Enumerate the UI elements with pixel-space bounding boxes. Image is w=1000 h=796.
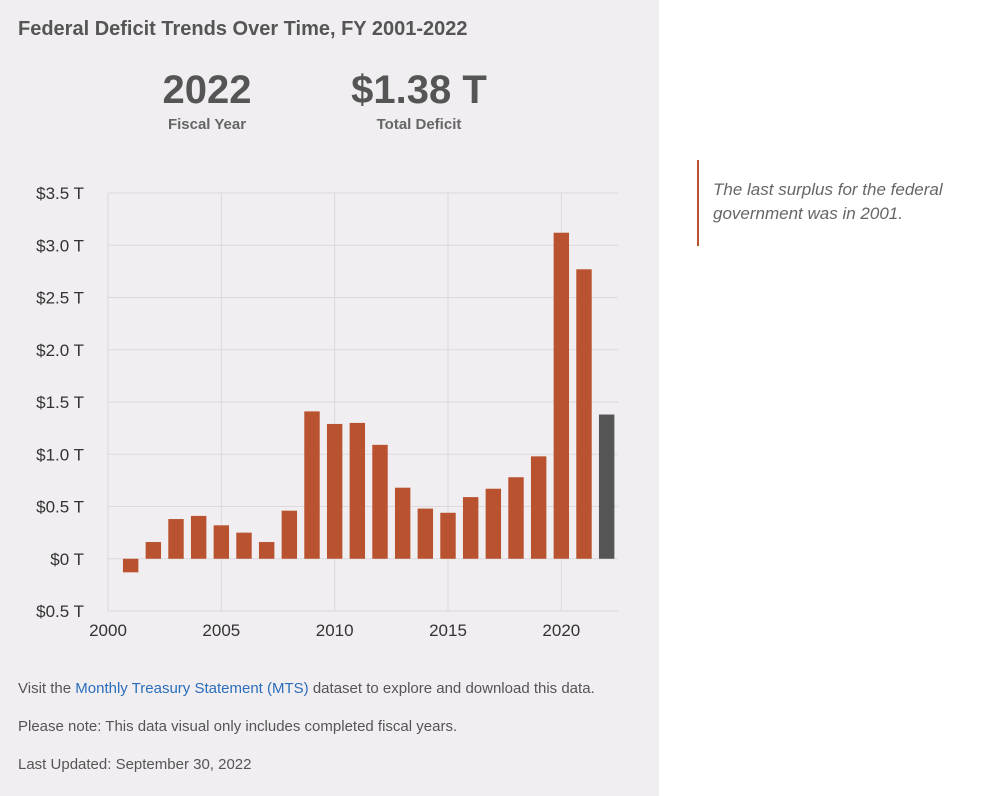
- y-tick-label: $2.5 T: [36, 289, 84, 308]
- bar-2002[interactable]: [145, 542, 162, 559]
- y-tick-label: $0 T: [50, 550, 84, 569]
- footer-visit-suffix: dataset to explore and download this dat…: [308, 680, 595, 697]
- bar-2012[interactable]: [372, 444, 388, 559]
- y-tick-label: $0.5 T: [36, 498, 84, 517]
- x-tick-label: 2015: [429, 621, 467, 640]
- footer-visit-prefix: Visit the: [18, 680, 76, 697]
- footer-completed-years-note: Please note: This data visual only inclu…: [18, 718, 458, 735]
- bar-2001[interactable]: [122, 558, 139, 573]
- x-axis-tick-labels: 2000 2005 2010 2015 2020: [89, 621, 580, 640]
- bar-2004[interactable]: [190, 515, 207, 559]
- bar-2007[interactable]: [258, 542, 275, 559]
- footer-dataset-note: Visit the Monthly Treasury Statement (MT…: [18, 680, 595, 697]
- y-tick-label: $2.0 T: [36, 341, 84, 360]
- bars: [122, 232, 615, 573]
- surplus-callout: The last surplus for the federal governm…: [697, 160, 967, 246]
- x-tick-label: 2020: [542, 621, 580, 640]
- bar-2017[interactable]: [485, 488, 502, 559]
- total-deficit-label: Total Deficit: [376, 116, 462, 133]
- fiscal-year-stat: 2022 Fiscal Year: [150, 66, 264, 133]
- chart-title: Federal Deficit Trends Over Time, FY 200…: [18, 18, 468, 40]
- bar-2020[interactable]: [553, 232, 570, 559]
- bar-2018[interactable]: [508, 477, 524, 559]
- bar-2003[interactable]: [168, 519, 184, 559]
- y-tick-label: $0.5 T: [36, 602, 84, 621]
- bar-2022[interactable]: [598, 414, 615, 559]
- bar-2006[interactable]: [236, 532, 252, 559]
- fiscal-year-value: 2022: [162, 68, 252, 112]
- deficit-bar-chart: $3.5 T $3.0 T $2.5 T $2.0 T $1.5 T $1.0 T $0.5…: [36, 184, 618, 640]
- y-tick-label: $1.0 T: [36, 445, 84, 464]
- x-tick-label: 2010: [316, 621, 354, 640]
- surplus-callout-text: The last surplus for the federal governm…: [713, 180, 943, 223]
- y-tick-label: $1.5 T: [36, 393, 84, 412]
- y-tick-label: $3.5 T: [36, 184, 84, 203]
- x-tick-label: 2005: [202, 621, 240, 640]
- y-tick-label: $3.0 T: [36, 236, 84, 255]
- chart-panel: Federal Deficit Trends Over Time, FY 200…: [0, 0, 659, 796]
- total-deficit-stat: $1.38 T Total Deficit: [340, 66, 498, 133]
- total-deficit-value: $1.38 T: [351, 68, 487, 112]
- bar-2019[interactable]: [530, 456, 547, 559]
- bar-2013[interactable]: [394, 487, 411, 559]
- mts-dataset-link[interactable]: Monthly Treasury Statement (MTS): [75, 680, 309, 697]
- bar-2005[interactable]: [213, 525, 230, 559]
- bar-2009[interactable]: [304, 411, 320, 559]
- fiscal-year-label: Fiscal Year: [167, 116, 247, 133]
- y-axis-tick-labels: $3.5 T $3.0 T $2.5 T $2.0 T $1.5 T $1.0 T $0.5…: [36, 184, 84, 621]
- bar-2015[interactable]: [440, 512, 456, 559]
- x-tick-label: 2000: [89, 621, 127, 640]
- bar-2016[interactable]: [462, 497, 479, 559]
- bar-2010[interactable]: [326, 423, 343, 559]
- bar-2008[interactable]: [281, 510, 298, 559]
- bar-2014[interactable]: [417, 508, 434, 559]
- bar-2011[interactable]: [349, 422, 366, 559]
- bar-2021[interactable]: [576, 269, 592, 559]
- footer-last-updated: Last Updated: September 30, 2022: [18, 756, 252, 773]
